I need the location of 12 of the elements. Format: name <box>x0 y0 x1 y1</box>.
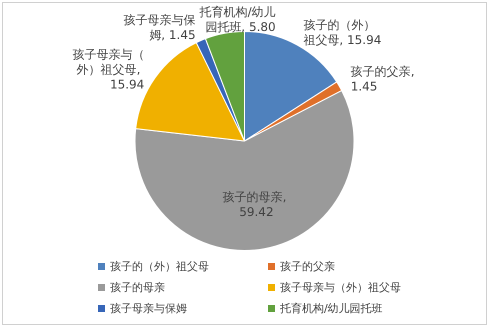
data-label: 孩子母亲与保姆, 1.45 <box>124 13 196 42</box>
legend-label: 孩子的（外）祖父母 <box>110 259 209 274</box>
data-label: 托育机构/幼儿园托班, 5.80 <box>198 5 276 34</box>
legend-label: 孩子母亲与保姆 <box>110 301 187 316</box>
legend-label: 孩子母亲与（外）祖父母 <box>280 280 401 295</box>
data-label: 孩子的母亲, 59.42 <box>222 190 290 220</box>
data-label: 孩子的父亲, 1.45 <box>350 64 418 94</box>
data-label: 孩子的（外）祖父母, 15.94 <box>303 18 382 48</box>
legend-label: 孩子的父亲 <box>280 259 335 274</box>
data-label: 孩子母亲与（外）祖父母, 15.94 <box>72 47 144 92</box>
legend-label: 孩子的母亲 <box>110 280 165 295</box>
legend-label: 托育机构/幼儿园托班 <box>280 301 383 316</box>
